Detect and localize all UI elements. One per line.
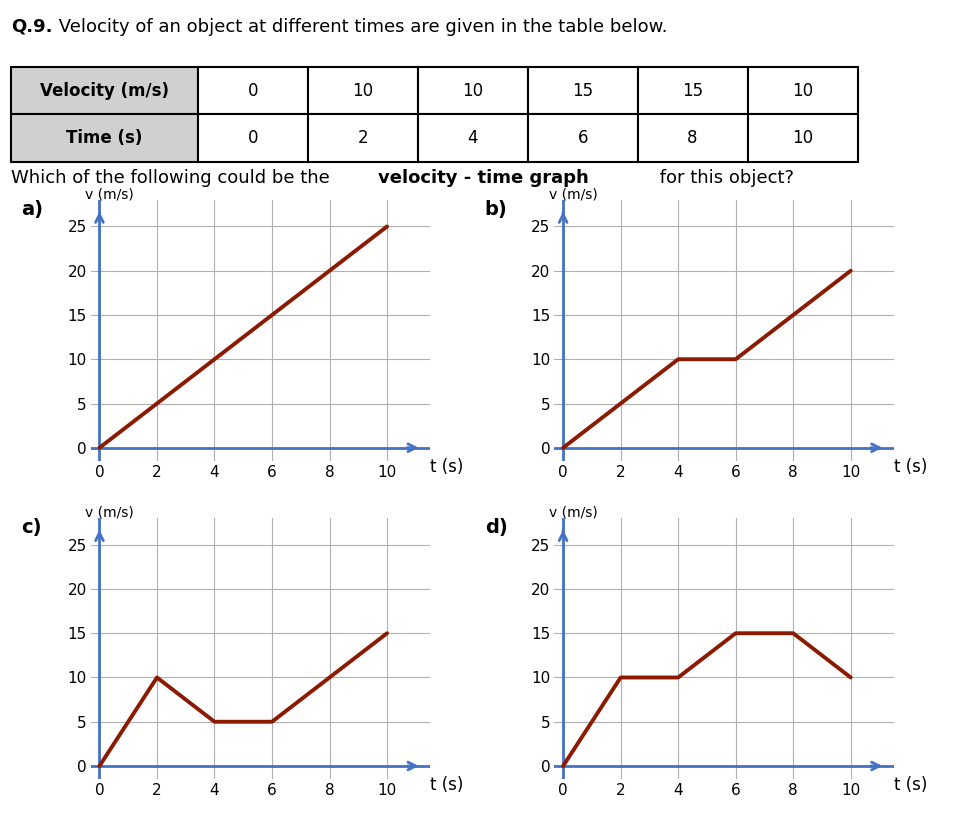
Text: 2: 2 (358, 129, 368, 147)
Text: Time (s): Time (s) (67, 129, 142, 147)
Text: 15: 15 (572, 82, 594, 100)
Text: 6: 6 (577, 129, 588, 147)
Text: b): b) (485, 200, 508, 219)
Text: t (s): t (s) (430, 777, 464, 795)
Text: d): d) (485, 518, 508, 537)
Text: t (s): t (s) (894, 459, 927, 477)
Text: c): c) (21, 518, 41, 537)
Text: 0: 0 (248, 129, 258, 147)
Text: 10: 10 (352, 82, 374, 100)
Text: Velocity of an object at different times are given in the table below.: Velocity of an object at different times… (53, 18, 667, 36)
Text: t (s): t (s) (894, 777, 927, 795)
Text: 15: 15 (682, 82, 704, 100)
Text: for this object?: for this object? (654, 169, 793, 187)
Text: 8: 8 (687, 129, 698, 147)
Text: velocity - time graph: velocity - time graph (378, 169, 588, 187)
Text: Which of the following could be the: Which of the following could be the (11, 169, 336, 187)
Text: 4: 4 (467, 129, 478, 147)
Text: t (s): t (s) (430, 459, 464, 477)
Text: 10: 10 (792, 129, 814, 147)
Text: Velocity (m/s): Velocity (m/s) (40, 82, 169, 100)
Text: 0: 0 (248, 82, 258, 100)
Text: v (m/s): v (m/s) (549, 506, 598, 520)
Text: v (m/s): v (m/s) (85, 188, 134, 202)
Text: v (m/s): v (m/s) (85, 506, 134, 520)
Text: 10: 10 (462, 82, 484, 100)
Text: a): a) (21, 200, 43, 219)
Text: 10: 10 (792, 82, 814, 100)
Text: v (m/s): v (m/s) (549, 188, 598, 202)
Text: Q.9.: Q.9. (11, 18, 53, 36)
